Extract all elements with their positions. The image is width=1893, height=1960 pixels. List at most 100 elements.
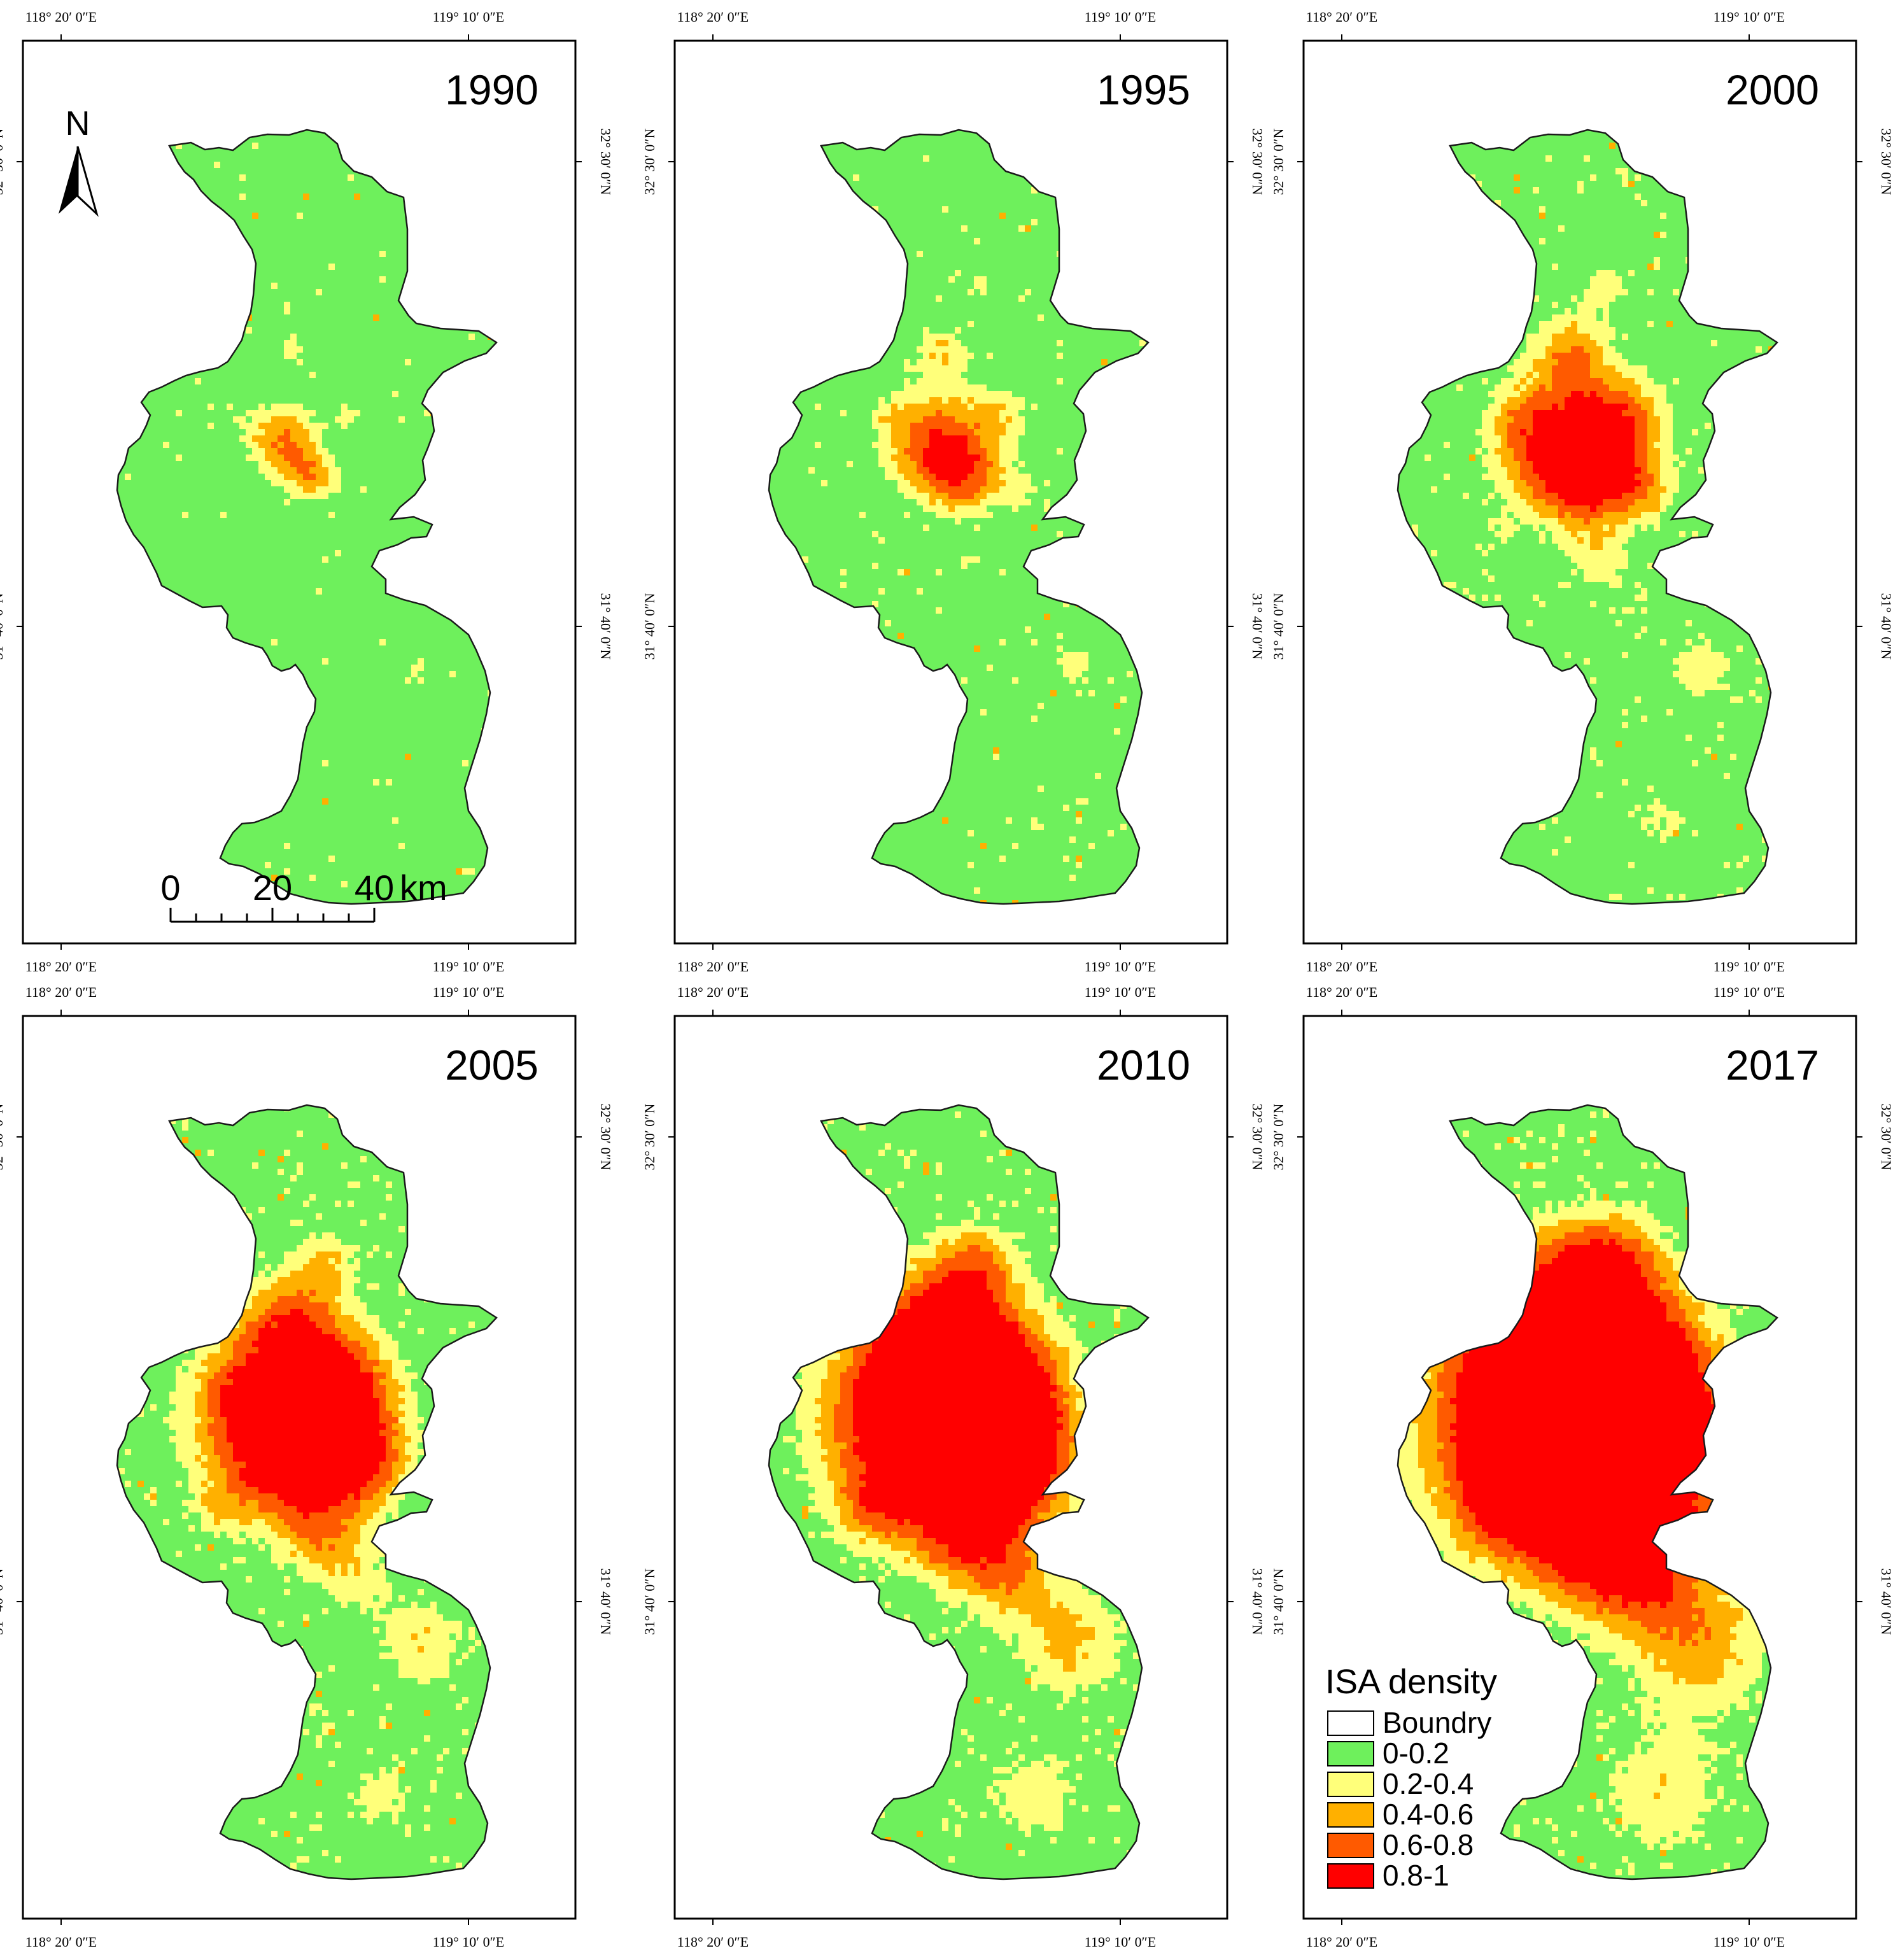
isa-cell xyxy=(1628,505,1635,512)
isa-cell xyxy=(1571,493,1577,499)
isa-cell xyxy=(923,353,929,359)
isa-cell xyxy=(360,1379,367,1385)
isa-cell xyxy=(379,1417,386,1423)
isa-cell xyxy=(980,474,987,480)
isa-cell xyxy=(1698,665,1705,671)
isa-cell xyxy=(335,1481,341,1487)
isa-cell xyxy=(309,429,316,435)
isa-cell xyxy=(360,1793,367,1799)
isa-cell xyxy=(1108,677,1114,684)
isa-cell xyxy=(328,1519,335,1525)
isa-cell xyxy=(1615,276,1622,283)
isa-cell xyxy=(891,455,897,461)
isa-cell xyxy=(335,1856,341,1863)
isa-cell xyxy=(1571,359,1577,365)
isa-cell xyxy=(942,334,948,340)
isa-cell xyxy=(1603,289,1609,295)
isa-cell xyxy=(1545,461,1552,467)
isa-cell xyxy=(1552,467,1558,474)
isa-cell xyxy=(328,1455,335,1462)
isa-cell xyxy=(201,1430,208,1436)
isa-cell xyxy=(1012,410,1018,416)
isa-cell xyxy=(1488,575,1495,582)
isa-cell xyxy=(278,1347,284,1353)
isa-cell xyxy=(1501,474,1507,480)
isa-cell xyxy=(246,1392,252,1398)
isa-cell xyxy=(176,1442,182,1449)
isa-cell xyxy=(341,1296,348,1302)
isa-cell xyxy=(942,512,948,518)
isa-cell xyxy=(322,1417,328,1423)
isa-cell xyxy=(923,1264,929,1271)
isa-cell xyxy=(999,1239,1006,1245)
isa-cell xyxy=(169,1436,176,1442)
isa-cell xyxy=(974,1290,980,1296)
isa-cell xyxy=(462,1653,468,1659)
isa-cell xyxy=(1679,531,1685,537)
isa-cell xyxy=(335,1493,341,1500)
isa-cell xyxy=(271,1322,278,1328)
isa-cell xyxy=(1507,435,1514,442)
isa-cell xyxy=(373,1322,379,1328)
isa-cell xyxy=(278,1500,284,1506)
isa-cell xyxy=(999,410,1006,416)
isa-cell xyxy=(1571,455,1577,461)
isa-cell xyxy=(1698,671,1705,677)
isa-cell xyxy=(1577,340,1584,346)
isa-cell xyxy=(360,1315,367,1322)
isa-cell xyxy=(1520,480,1526,486)
isa-cell xyxy=(265,1347,271,1353)
isa-cell xyxy=(1507,429,1514,435)
isa-cell xyxy=(1584,397,1590,404)
isa-cell xyxy=(936,505,942,512)
isa-cell xyxy=(1743,856,1749,862)
isa-cell xyxy=(392,1500,398,1506)
isa-cell xyxy=(955,1290,961,1296)
isa-cell xyxy=(1717,665,1724,671)
isa-cell xyxy=(233,416,239,423)
isa-cell xyxy=(1590,353,1596,359)
isa-cell xyxy=(430,1786,437,1793)
isa-cell xyxy=(961,1264,968,1271)
isa-cell xyxy=(1526,334,1533,340)
isa-cell xyxy=(1533,365,1539,372)
isa-cell xyxy=(373,1442,379,1449)
isa-cell xyxy=(1006,1309,1012,1315)
isa-cell xyxy=(418,658,424,665)
isa-cell xyxy=(367,1251,373,1258)
isa-cell xyxy=(1558,397,1565,404)
isa-cell xyxy=(1552,404,1558,410)
isa-cell xyxy=(188,1398,195,1404)
isa-cell xyxy=(316,1411,322,1417)
isa-cell xyxy=(252,1283,258,1290)
isa-cell xyxy=(335,1430,341,1436)
isa-cell xyxy=(1495,200,1501,206)
isa-cell xyxy=(910,391,917,397)
isa-cell xyxy=(1603,518,1609,525)
isa-cell xyxy=(309,1398,316,1404)
isa-cell xyxy=(1622,442,1628,448)
isa-cell xyxy=(1114,728,1120,735)
isa-cell xyxy=(411,1398,418,1404)
isa-cell xyxy=(328,1512,335,1519)
isa-cell xyxy=(348,1487,354,1493)
isa-cell xyxy=(208,1411,214,1417)
isa-cell xyxy=(942,340,948,346)
isa-cell xyxy=(386,1793,392,1799)
isa-cell xyxy=(386,1805,392,1812)
isa-cell xyxy=(367,1602,373,1608)
isa-cell xyxy=(284,442,290,448)
isa-cell xyxy=(1609,416,1615,423)
isa-cell xyxy=(398,1283,405,1290)
isa-cell xyxy=(999,404,1006,410)
isa-cell xyxy=(265,1398,271,1404)
isa-cell xyxy=(265,467,271,474)
isa-cell xyxy=(917,1283,923,1290)
isa-cell xyxy=(1526,512,1533,518)
isa-cell xyxy=(322,1544,328,1551)
isa-cell xyxy=(1647,410,1654,416)
isa-cell xyxy=(379,1449,386,1455)
isa-cell xyxy=(1025,1309,1031,1315)
isa-cell xyxy=(239,416,246,423)
isa-cell xyxy=(252,1512,258,1519)
